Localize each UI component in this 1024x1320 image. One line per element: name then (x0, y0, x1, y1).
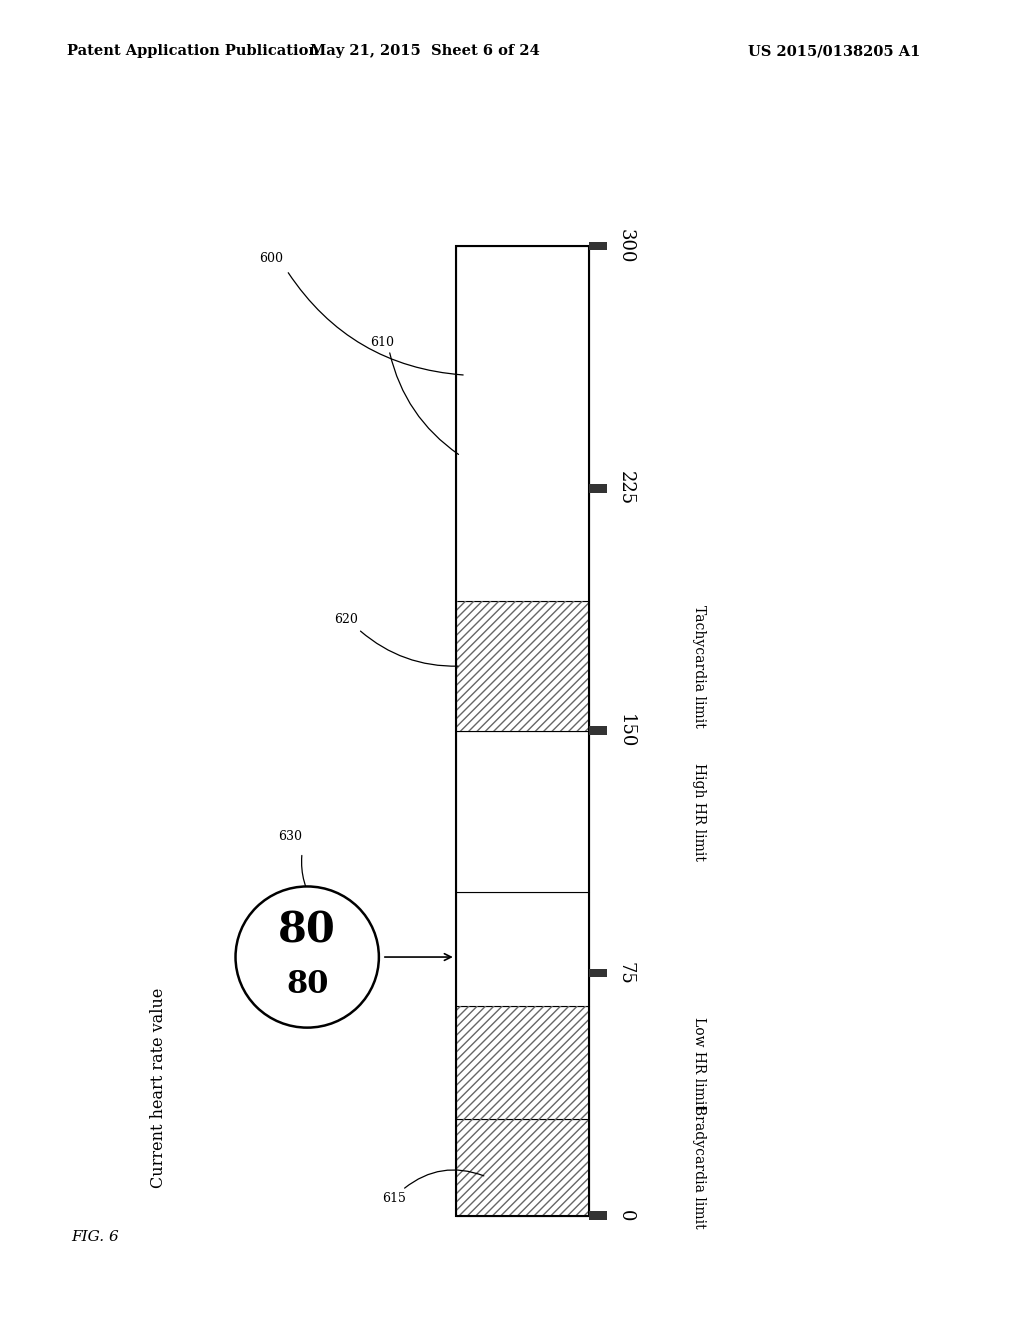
Text: 620: 620 (334, 612, 358, 626)
Text: 75: 75 (616, 962, 635, 985)
Bar (456, 1006, 589, 1118)
Bar (456, 602, 589, 731)
Bar (456, 246, 589, 1216)
Bar (589, 1212, 607, 1220)
Text: FIG. 6: FIG. 6 (72, 1229, 120, 1243)
Text: 630: 630 (278, 830, 302, 843)
Text: May 21, 2015  Sheet 6 of 24: May 21, 2015 Sheet 6 of 24 (310, 45, 540, 58)
Text: 615: 615 (382, 1192, 407, 1205)
Text: Current heart rate value: Current heart rate value (151, 987, 167, 1188)
Text: US 2015/0138205 A1: US 2015/0138205 A1 (748, 45, 920, 58)
Ellipse shape (236, 887, 379, 1028)
Text: 300: 300 (616, 228, 635, 263)
Text: 610: 610 (370, 337, 394, 350)
Bar (589, 726, 607, 735)
Bar (456, 246, 589, 602)
Bar (589, 242, 607, 251)
Bar (589, 484, 607, 492)
Text: High HR limit: High HR limit (692, 763, 707, 861)
Text: Patent Application Publication: Patent Application Publication (67, 45, 318, 58)
Bar (589, 969, 607, 978)
Text: Bradycardia limit: Bradycardia limit (692, 1105, 707, 1229)
Text: Low HR limit: Low HR limit (692, 1018, 707, 1110)
Bar (456, 731, 589, 892)
Bar (456, 892, 589, 1006)
Bar (456, 1118, 589, 1216)
Text: 80: 80 (279, 909, 336, 950)
Bar (456, 1118, 589, 1216)
Text: Tachycardia limit: Tachycardia limit (692, 605, 707, 727)
Bar (456, 602, 589, 731)
Text: 600: 600 (259, 252, 284, 264)
Text: 0: 0 (616, 1210, 635, 1221)
Bar (456, 1006, 589, 1118)
Text: 80: 80 (286, 969, 329, 999)
Text: 150: 150 (616, 714, 635, 748)
Text: 225: 225 (616, 471, 635, 506)
